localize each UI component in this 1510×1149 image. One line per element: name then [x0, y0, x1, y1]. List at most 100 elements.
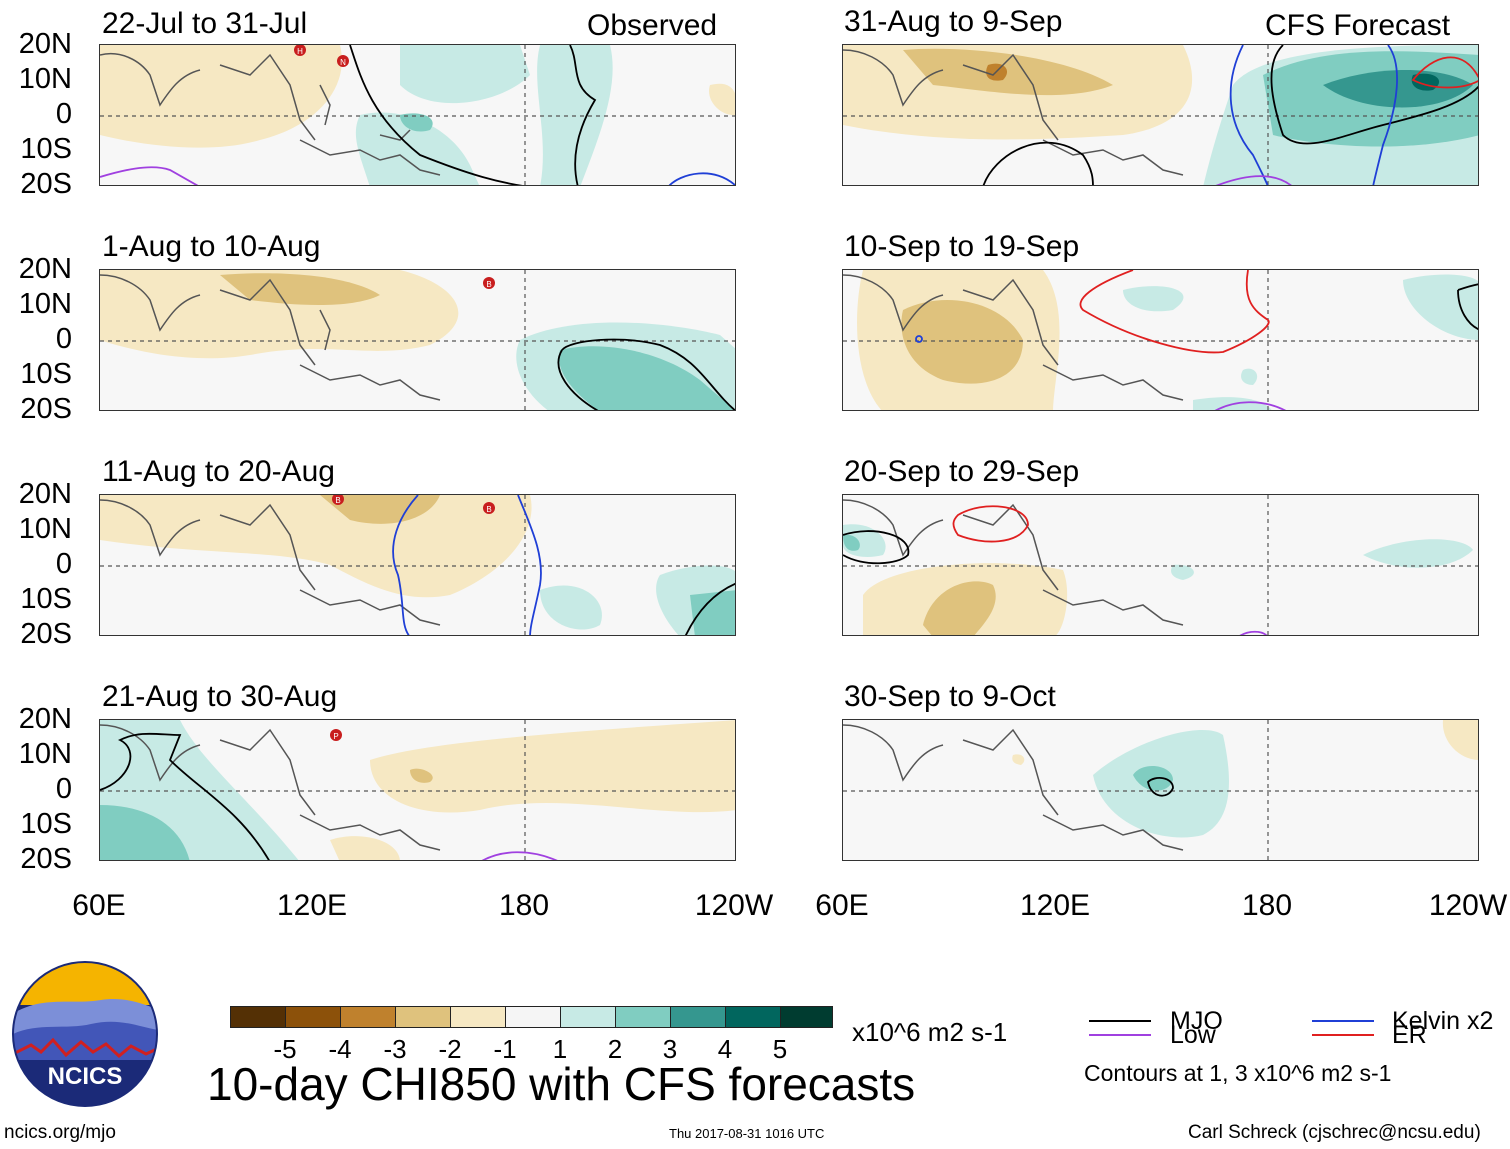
storm-markers: P [330, 729, 342, 741]
panel-title-fcst-1: 31-Aug to 9-Sep [844, 5, 1063, 38]
lon-label: 120W [694, 889, 774, 922]
storm-marker-label: B [335, 496, 340, 505]
colorbar-tick: 3 [662, 1034, 678, 1064]
coastline [100, 53, 441, 176]
anomaly-shading [1012, 720, 1478, 838]
colorbar-tick: 5 [772, 1034, 788, 1064]
anomaly-shading [100, 495, 735, 635]
legend-label-low: Low [1170, 1021, 1216, 1049]
storm-marker-label: B [486, 505, 491, 514]
logo-text: NCICS [48, 1063, 123, 1090]
coastline [100, 499, 441, 626]
coastline [100, 724, 441, 851]
legend-line-er [1312, 1034, 1374, 1036]
map-panel-observed-2: B [99, 269, 736, 411]
lon-label: 180 [498, 889, 550, 922]
lat-label: 10N [18, 288, 72, 320]
colorbar-cell [505, 1006, 561, 1028]
lat-label: 10S [20, 808, 72, 840]
contours [100, 732, 558, 860]
contours [100, 45, 735, 185]
lat-label: 20N [18, 478, 72, 510]
anomaly-shading [843, 524, 1473, 635]
coastline [843, 499, 1184, 626]
legend-line-kelvin [1312, 1020, 1374, 1022]
lat-label: 10S [20, 358, 72, 390]
lat-label: 20N [18, 703, 72, 735]
colorbar-cell [230, 1006, 286, 1028]
storm-marker-label: P [333, 732, 338, 741]
lon-label: 120E [1019, 889, 1091, 922]
colorbar-tick: 4 [717, 1034, 733, 1064]
colorbar-cell [725, 1006, 781, 1028]
map-panel-forecast-1 [842, 44, 1479, 186]
panel-title-obs-1: 22-Jul to 31-Jul [102, 7, 308, 40]
footer-credit: Carl Schreck (cjschrec@ncsu.edu) [1188, 1122, 1481, 1143]
map-panel-forecast-3 [842, 494, 1479, 636]
storm-markers: H N [294, 45, 349, 67]
coastline [843, 274, 1184, 401]
footer-url[interactable]: ncics.org/mjo [4, 1122, 116, 1143]
colorbar-cell [615, 1006, 671, 1028]
legend-label-kelvin: Kelvin x2 [1392, 1007, 1494, 1035]
contours [982, 45, 1478, 185]
lat-label: 0 [55, 773, 72, 805]
coastline [843, 724, 1184, 851]
lat-label: 10S [20, 133, 72, 165]
lat-label: 20N [18, 28, 72, 60]
colorbar-cell [560, 1006, 616, 1028]
storm-markers: B [483, 277, 495, 289]
colorbar-cell [780, 1006, 833, 1028]
colorbar-tick: 2 [607, 1034, 623, 1064]
colorbar-cell [340, 1006, 396, 1028]
figure-title: 10-day CHI850 with CFS forecasts [207, 1058, 916, 1110]
storm-marker-label: H [297, 47, 303, 56]
colorbar-tick: -2 [438, 1034, 462, 1064]
footer-timestamp: Thu 2017-08-31 1016 UTC [669, 1126, 825, 1141]
map-panel-observed-3: B B [99, 494, 736, 636]
colorbar-tick: -3 [383, 1034, 407, 1064]
panel-title-fcst-2: 10-Sep to 19-Sep [844, 230, 1080, 263]
anomaly-shading [857, 270, 1478, 410]
colorbar-tick: -5 [273, 1034, 297, 1064]
storm-marker-label: B [486, 280, 491, 289]
lat-label: 20S [20, 393, 72, 425]
contours [557, 338, 735, 410]
storm-markers: B B [332, 495, 495, 514]
lat-label: 20N [18, 253, 72, 285]
lat-label: 20S [20, 618, 72, 650]
colorbar-cell [450, 1006, 506, 1028]
lon-label: 120E [276, 889, 348, 922]
colorbar-tick: 1 [552, 1034, 568, 1064]
anomaly-shading [100, 45, 735, 185]
map-panel-forecast-4 [842, 719, 1479, 861]
anomaly-shading [843, 45, 1478, 185]
contours [915, 270, 1478, 410]
legend-line-mjo [1089, 1020, 1151, 1022]
panel-title-fcst-4: 30-Sep to 9-Oct [844, 680, 1056, 713]
lon-label: 60E [815, 889, 869, 922]
lat-label: 20S [20, 168, 72, 200]
contours [392, 495, 735, 635]
legend-label-er: ER [1392, 1021, 1427, 1049]
observed-header: Observed [587, 9, 718, 42]
lon-label: 120W [1428, 889, 1508, 922]
lat-label: 10N [18, 63, 72, 95]
contours [843, 505, 1268, 635]
lon-label: 60E [72, 889, 126, 922]
lat-label: 20S [20, 843, 72, 875]
ncics-logo: NCICS [11, 960, 159, 1108]
panel-title-obs-2: 1-Aug to 10-Aug [102, 230, 321, 263]
lat-label: 10N [18, 513, 72, 545]
contours-note: Contours at 1, 3 x10^6 m2 s-1 [1084, 1060, 1392, 1086]
lon-label: 180 [1241, 889, 1293, 922]
panel-title-fcst-3: 20-Sep to 29-Sep [844, 455, 1080, 488]
lat-label: 10N [18, 738, 72, 770]
panel-title-obs-4: 21-Aug to 30-Aug [102, 680, 338, 713]
forecast-header: CFS Forecast [1265, 9, 1451, 42]
colorbar-cell [285, 1006, 341, 1028]
storm-marker-label: N [340, 58, 346, 67]
colorbar-units: x10^6 m2 s-1 [852, 1017, 1008, 1047]
anomaly-shading [100, 720, 735, 860]
map-panel-observed-1: H N [99, 44, 736, 186]
